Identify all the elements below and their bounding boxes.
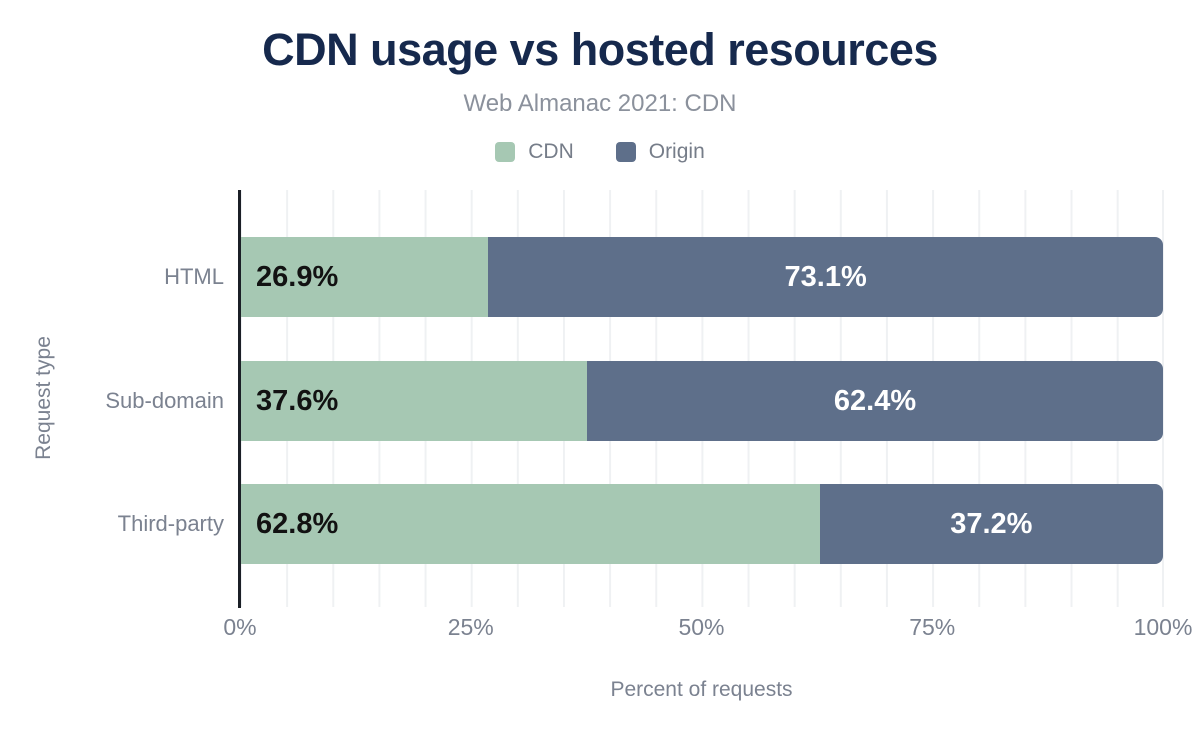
value-label-origin: 37.2% bbox=[950, 507, 1033, 540]
y-axis-line bbox=[238, 190, 241, 608]
bar-segment-cdn: 62.8% bbox=[240, 484, 820, 564]
value-label-origin: 62.4% bbox=[833, 384, 917, 417]
legend-item-origin[interactable]: Origin bbox=[615, 140, 705, 164]
bar-row-third-party: 62.8% 37.2% bbox=[240, 484, 1163, 564]
x-tick-0: 0% bbox=[223, 614, 257, 640]
chart-subtitle: Web Almanac 2021: CDN bbox=[463, 90, 737, 117]
legend-label: Origin bbox=[648, 140, 705, 163]
value-label-cdn: 37.6% bbox=[256, 384, 339, 417]
value-label-cdn: 62.8% bbox=[256, 507, 339, 540]
x-tick-100: 100% bbox=[1133, 614, 1193, 640]
x-tick-75: 75% bbox=[909, 614, 956, 640]
legend-swatch-origin bbox=[615, 142, 636, 162]
y-category-labels: HTML Sub-domain Third-party bbox=[0, 190, 224, 607]
bar-segment-cdn: 26.9% bbox=[240, 237, 489, 317]
bar-segment-cdn: 37.6% bbox=[240, 361, 588, 441]
bar-row-html: 26.9% 73.1% bbox=[240, 237, 1163, 317]
x-tick-50: 50% bbox=[678, 614, 725, 640]
category-label-sub-domain: Sub-domain bbox=[105, 388, 224, 413]
value-label-cdn: 26.9% bbox=[256, 260, 339, 293]
category-label-third-party: Third-party bbox=[117, 511, 224, 536]
category-label-html: HTML bbox=[164, 264, 224, 289]
value-label-origin: 73.1% bbox=[784, 260, 867, 293]
legend: CDN Origin bbox=[0, 140, 1200, 164]
bar-segment-origin: 62.4% bbox=[587, 361, 1163, 441]
x-axis-ticks: 0% 25% 50% 75% 100% bbox=[223, 614, 1192, 644]
legend-swatch-cdn bbox=[495, 142, 516, 162]
y-axis-title: Request type bbox=[32, 336, 55, 460]
plot-area: 26.9% 73.1% 37.6% 62.4% 62.8% 37.2% bbox=[240, 190, 1164, 607]
x-tick-25: 25% bbox=[447, 614, 494, 640]
legend-item-cdn[interactable]: CDN bbox=[495, 140, 574, 164]
bar-row-sub-domain: 37.6% 62.4% bbox=[240, 361, 1163, 441]
bar-segment-origin: 73.1% bbox=[488, 237, 1163, 317]
legend-label: CDN bbox=[528, 140, 574, 163]
chart-title: CDN usage vs hosted resources bbox=[262, 24, 938, 75]
gridline-100pct bbox=[1162, 190, 1164, 607]
bar-segment-origin: 37.2% bbox=[819, 484, 1163, 564]
x-axis-title: Percent of requests bbox=[610, 678, 793, 701]
